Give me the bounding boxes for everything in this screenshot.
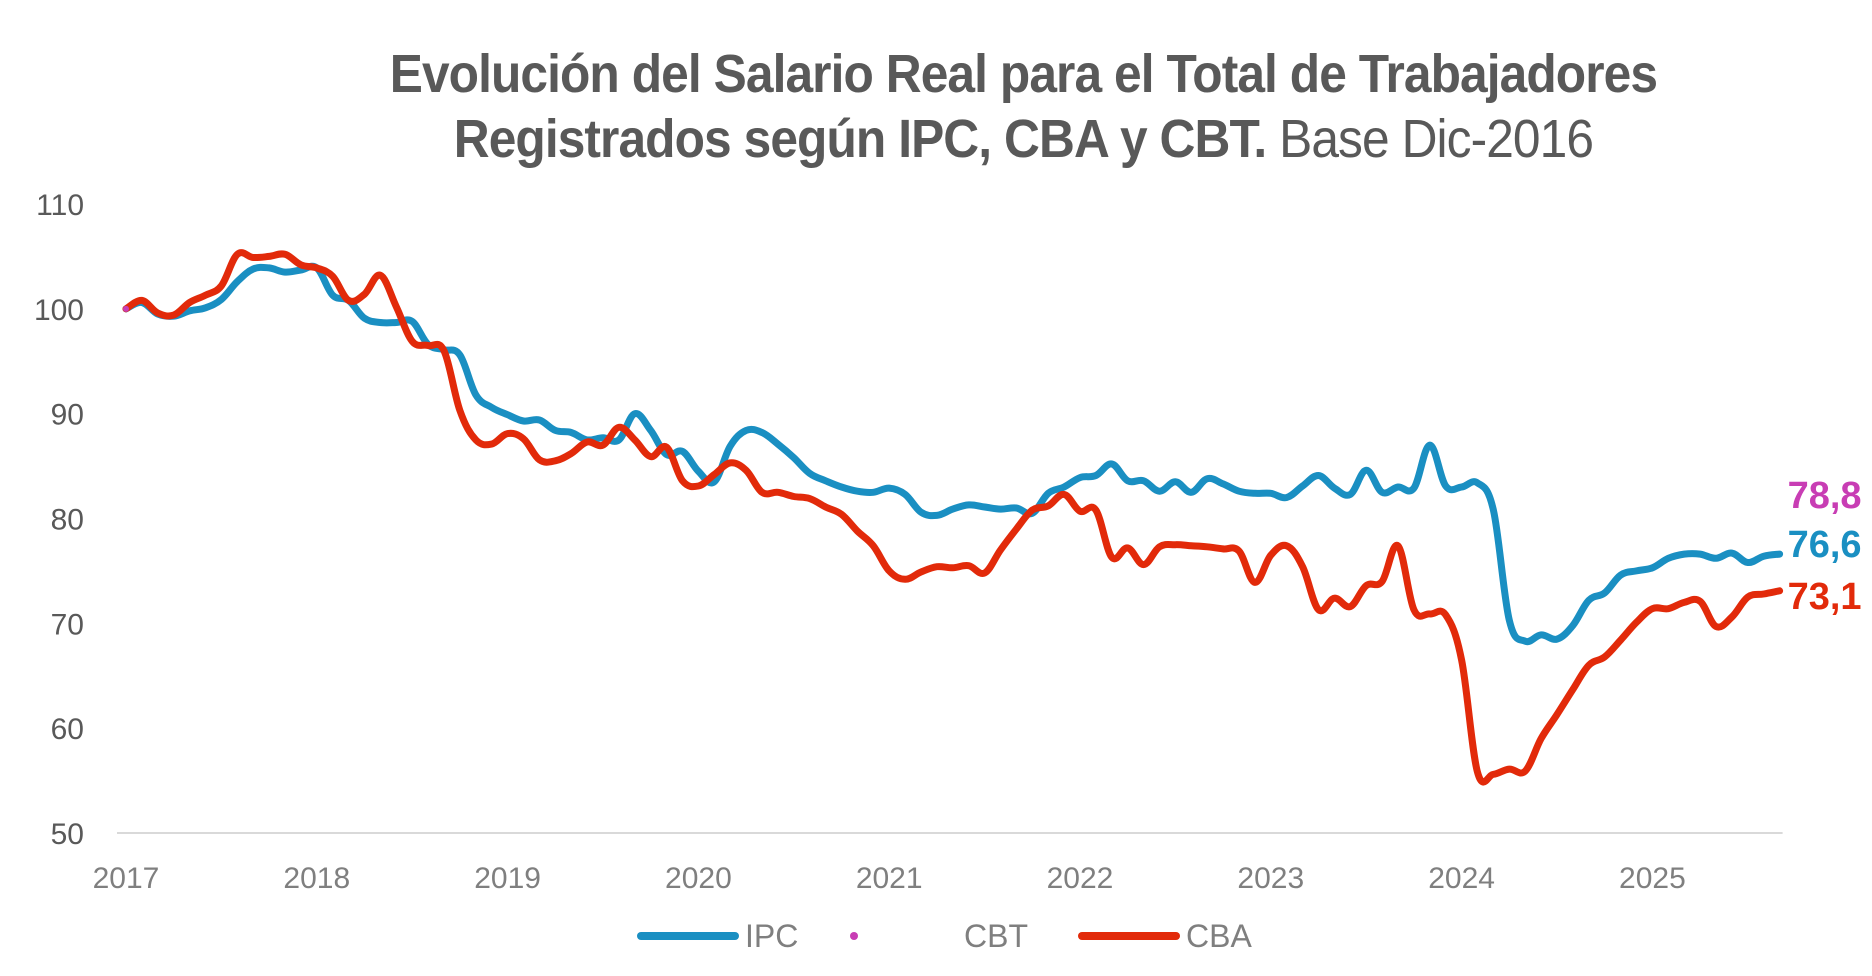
- x-tick-label: 2024: [1428, 862, 1495, 895]
- legend-label-cbt: CBT: [964, 917, 1028, 954]
- x-axis: 2017 2018 2019 2020 2021 2022 2023 2024 2025: [93, 862, 1686, 895]
- series-line-cba: [122, 249, 1784, 786]
- legend-label-ipc: IPC: [745, 917, 799, 954]
- legend: IPC CBT CBA: [0, 914, 1872, 958]
- chart-title: Evolución del Salario Real para el Total…: [0, 42, 1872, 172]
- y-tick-label: 80: [51, 504, 84, 537]
- legend-item-cbt[interactable]: CBT: [850, 914, 1028, 958]
- x-tick-label: 2023: [1237, 862, 1304, 895]
- chart-title-light: Base Dic-2016: [1266, 108, 1594, 169]
- y-tick-label: 90: [51, 399, 84, 432]
- y-tick-label: 70: [51, 608, 84, 641]
- legend-dot-cbt: [850, 932, 858, 940]
- series-line-ipc: [122, 262, 1784, 646]
- x-tick-label: 2020: [665, 862, 732, 895]
- end-label-cba: 73,1: [1788, 576, 1862, 618]
- y-axis: 50 60 70 80 90 100 110: [34, 189, 84, 851]
- y-tick-label: 50: [51, 818, 84, 851]
- end-labels: 78,8 76,6 73,1: [1788, 475, 1862, 618]
- series-point-cbt: [123, 305, 129, 312]
- x-tick-label: 2018: [283, 862, 350, 895]
- end-label-ipc: 76,6: [1788, 524, 1862, 566]
- series-group: [122, 249, 1784, 786]
- chart-title-bold: Registrados según IPC, CBA y CBT.: [453, 108, 1267, 169]
- x-tick-label: 2025: [1619, 862, 1686, 895]
- chart-title-line1: Evolución del Salario Real para el Total…: [389, 44, 1658, 104]
- x-tick-label: 2022: [1047, 862, 1114, 895]
- legend-item-cba[interactable]: CBA: [1078, 914, 1252, 958]
- legend-line-cba: [1078, 932, 1180, 940]
- legend-label-cba: CBA: [1186, 917, 1252, 954]
- y-tick-label: 60: [51, 713, 84, 746]
- x-tick-label: 2017: [93, 862, 160, 895]
- y-tick-label: 100: [34, 294, 84, 327]
- legend-line-ipc: [637, 932, 739, 940]
- chart-title-line2: Registrados según IPC, CBA y CBT. Base D…: [75, 107, 1797, 172]
- x-tick-label: 2019: [474, 862, 541, 895]
- legend-item-ipc[interactable]: IPC: [637, 914, 798, 958]
- end-label-cbt: 78,8: [1788, 475, 1862, 517]
- y-tick-label: 110: [36, 189, 84, 222]
- x-tick-label: 2021: [856, 862, 923, 895]
